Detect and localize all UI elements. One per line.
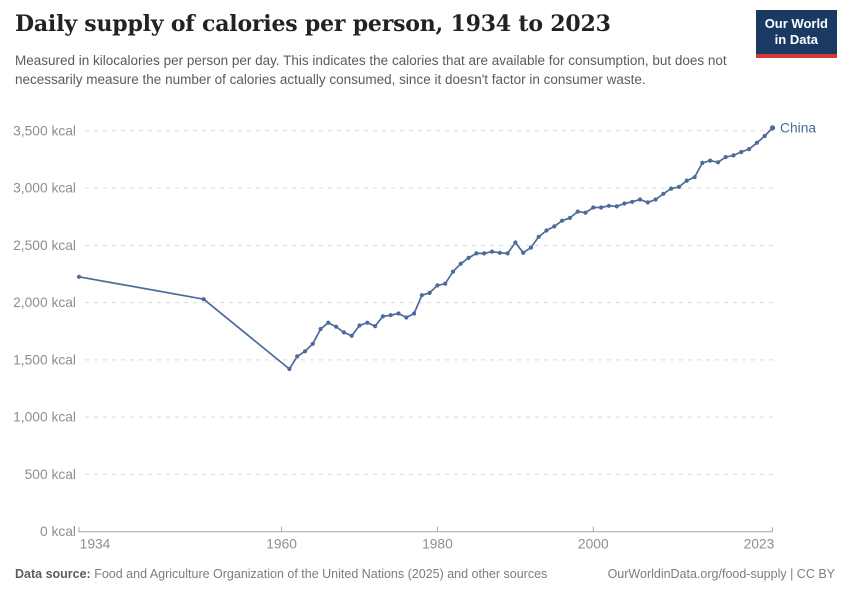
data-point xyxy=(380,314,385,319)
series-end-label: China xyxy=(780,120,816,135)
data-point xyxy=(606,203,612,208)
data-point xyxy=(365,320,370,325)
data-point xyxy=(739,149,744,155)
data-point xyxy=(708,158,713,163)
data-source-label: Data source: xyxy=(15,567,91,581)
data-point xyxy=(544,228,549,233)
data-point xyxy=(669,186,674,191)
data-point xyxy=(575,209,580,214)
data-point xyxy=(591,205,596,210)
x-axis-label: 2000 xyxy=(578,537,609,552)
chart-footer: Data source: Food and Agriculture Organi… xyxy=(15,567,835,581)
data-point xyxy=(528,245,534,250)
data-point-markers xyxy=(76,125,775,372)
data-point xyxy=(505,251,510,256)
data-point xyxy=(443,281,448,286)
data-point xyxy=(334,324,339,329)
data-point xyxy=(318,326,323,332)
data-point xyxy=(458,261,463,266)
data-point xyxy=(482,251,487,256)
data-point xyxy=(373,324,378,329)
data-point xyxy=(427,290,432,295)
data-point xyxy=(349,333,354,338)
data-point xyxy=(404,315,409,320)
data-point xyxy=(326,320,331,325)
data-point xyxy=(489,249,495,254)
data-point xyxy=(310,341,315,346)
data-point xyxy=(567,215,573,220)
y-axis-label: 3,500 kcal xyxy=(13,123,76,138)
data-point xyxy=(536,234,541,239)
data-point xyxy=(630,199,635,204)
data-point xyxy=(419,293,424,298)
data-point xyxy=(396,311,401,316)
data-point xyxy=(341,330,346,335)
y-axis-label: 0 kcal xyxy=(40,524,76,539)
x-axis-label: 1934 xyxy=(80,537,111,552)
data-point xyxy=(560,218,565,223)
data-point xyxy=(754,140,760,145)
page-title: Daily supply of calories per person, 193… xyxy=(15,11,611,37)
owid-logo-line2: in Data xyxy=(774,32,819,48)
data-point xyxy=(731,153,736,158)
y-axis-label: 500 kcal xyxy=(25,467,76,482)
y-axis-label: 3,000 kcal xyxy=(13,181,76,196)
data-point xyxy=(653,197,658,202)
data-point xyxy=(388,313,393,318)
data-point xyxy=(692,175,697,180)
data-point xyxy=(552,224,557,229)
data-point xyxy=(676,184,682,189)
y-axis-label: 2,500 kcal xyxy=(13,238,76,253)
chart-subtitle: Measured in kilocalories per person per … xyxy=(15,53,727,88)
owid-logo-line1: Our World xyxy=(764,16,828,31)
x-axis xyxy=(78,527,773,533)
series-line-china xyxy=(78,127,774,370)
data-source-text: Food and Agriculture Organization of the… xyxy=(94,567,548,581)
x-axis-label: 2023 xyxy=(744,537,775,552)
data-point xyxy=(521,250,526,255)
y-axis-label: 1,000 kcal xyxy=(13,410,76,425)
owid-logo[interactable]: Our World in Data xyxy=(755,10,837,58)
data-point xyxy=(715,160,721,165)
data-point xyxy=(747,147,752,152)
data-point xyxy=(622,201,627,206)
y-axis-label: 1,500 kcal xyxy=(13,352,76,367)
data-point xyxy=(76,274,82,279)
data-point xyxy=(357,323,362,328)
data-point xyxy=(700,160,705,165)
data-point xyxy=(645,200,650,205)
data-point xyxy=(723,155,728,160)
data-source-note: Data source: Food and Agriculture Organi… xyxy=(15,567,547,581)
data-point xyxy=(497,250,502,255)
data-point xyxy=(302,349,308,354)
data-point xyxy=(474,251,479,256)
data-point xyxy=(661,191,666,196)
data-point xyxy=(583,210,588,215)
x-axis-label: 1960 xyxy=(266,537,297,552)
data-point xyxy=(614,204,619,209)
data-point xyxy=(287,366,292,372)
data-point xyxy=(599,205,604,210)
data-point xyxy=(201,297,206,302)
owid-credit-link[interactable]: OurWorldinData.org/food-supply | CC BY xyxy=(607,567,835,581)
data-point xyxy=(684,178,689,183)
data-point xyxy=(450,269,456,274)
data-point xyxy=(295,354,300,359)
series-end-point xyxy=(769,125,776,131)
data-point xyxy=(435,283,440,288)
data-point xyxy=(637,197,643,202)
data-point xyxy=(513,240,518,245)
data-point xyxy=(466,255,471,260)
x-axis-label: 1980 xyxy=(422,537,453,552)
data-point xyxy=(412,311,417,316)
data-point xyxy=(762,133,767,139)
y-axis-label: 2,000 kcal xyxy=(13,295,76,310)
